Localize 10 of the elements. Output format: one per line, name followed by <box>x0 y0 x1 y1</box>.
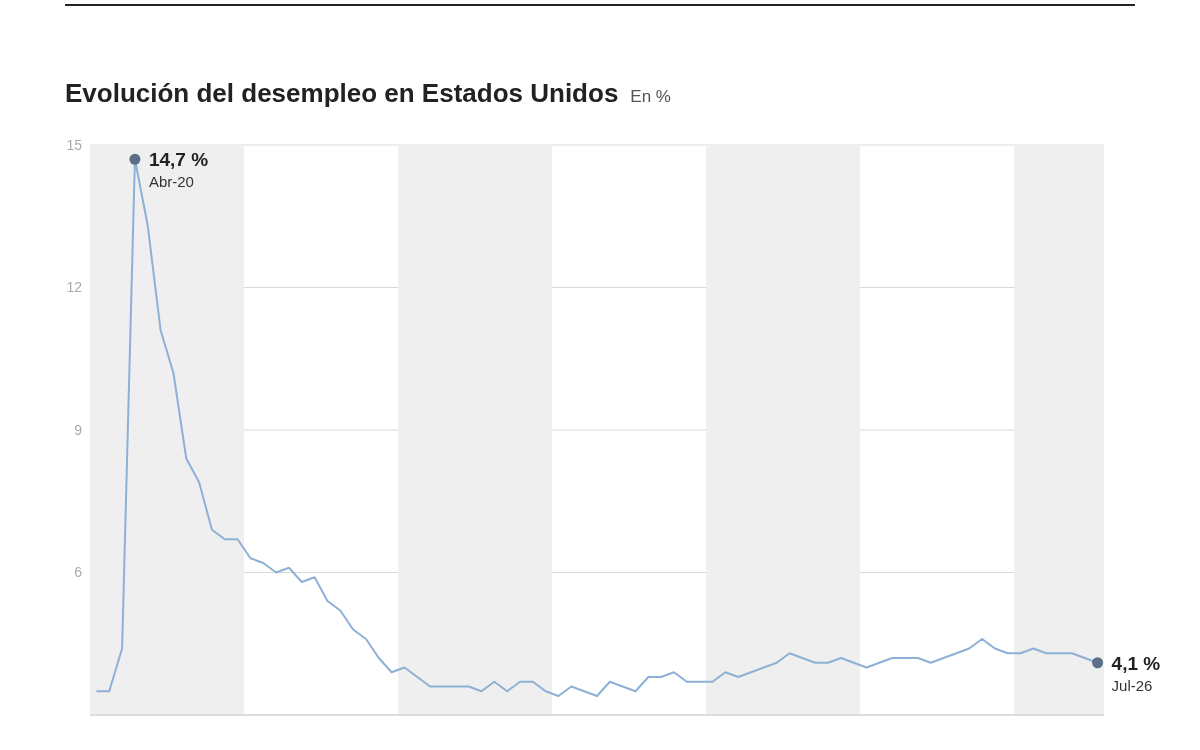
y-tick-label: 12 <box>66 279 83 296</box>
chart-subtitle: En % <box>630 87 671 107</box>
chart-title: Evolución del desempleo en Estados Unidos <box>65 78 619 109</box>
y-tick-label: 6 <box>74 564 83 581</box>
data-label: 4,1 % <box>1111 652 1161 674</box>
annotation: Abr-20 <box>148 173 194 191</box>
y-tick-label: 15 <box>66 136 83 153</box>
text: Jul-26 <box>1111 676 1153 694</box>
data-label: 14,7 % <box>148 149 209 171</box>
y-tick-label: 9 <box>74 421 83 438</box>
